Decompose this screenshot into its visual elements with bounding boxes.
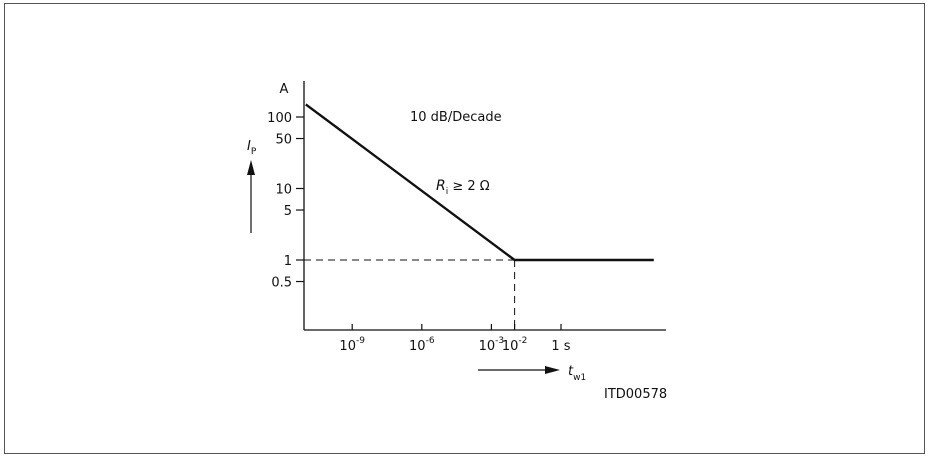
- y-axis-title: IP: [247, 139, 257, 157]
- x-tick-label: 10-6: [409, 336, 435, 354]
- x-tick-label: 10-9: [339, 336, 365, 354]
- y-axis-arrow-head: [247, 160, 255, 175]
- x-tick-label: 10-2: [502, 336, 528, 354]
- slope-annotation: 10 dB/Decade: [410, 110, 502, 125]
- figure-id: ITD00578: [604, 387, 667, 402]
- y-tick-label: 5: [284, 204, 292, 219]
- x-tick-label: 10-3: [479, 336, 505, 354]
- y-tick-label: 10: [275, 183, 292, 198]
- figure-frame: [4, 3, 925, 454]
- x-axis-title: tw1: [568, 364, 586, 383]
- y-tick-label: 1: [284, 254, 292, 269]
- resistance-annotation: Ri ≥ 2 Ω: [436, 178, 490, 197]
- y-unit-label: A: [280, 82, 289, 97]
- pulse-current-line: [305, 103, 654, 262]
- y-tick-label: 50: [275, 133, 292, 148]
- y-tick-label: 0.5: [271, 276, 292, 291]
- y-tick-label: 100: [267, 111, 292, 126]
- x-axis-arrow-head: [545, 366, 560, 374]
- x-tick-label: 1 s: [551, 339, 570, 354]
